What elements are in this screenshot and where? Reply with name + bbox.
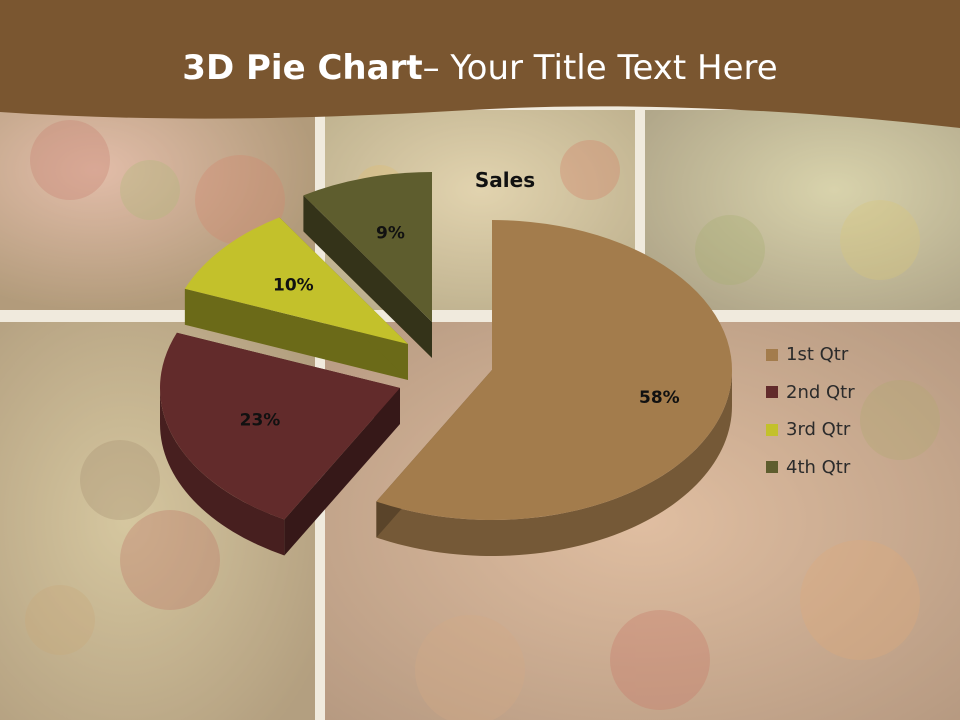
- photo-tile: [645, 110, 960, 310]
- legend-label: 3rd Qtr: [786, 419, 851, 441]
- page-title-bold: 3D Pie Chart: [182, 48, 423, 88]
- pie-slice-3: [184, 217, 408, 344]
- legend-item: 3rd Qtr: [766, 411, 855, 449]
- title-banner-shape: [0, 0, 960, 128]
- pie-slice-1: [376, 220, 732, 520]
- pie-slice-edge: [284, 388, 400, 556]
- page-title: 3D Pie Chart– Your Title Text Here: [0, 48, 960, 88]
- pie-slice-edge: [303, 195, 432, 358]
- data-label-1: 58%: [639, 388, 680, 408]
- data-label-3: 10%: [273, 276, 314, 296]
- legend-swatch: [766, 461, 778, 474]
- data-label-4: 9%: [376, 224, 405, 244]
- legend-label: 4th Qtr: [786, 456, 851, 478]
- chart-title: Sales: [474, 168, 536, 192]
- legend-label: 1st Qtr: [786, 344, 849, 366]
- legend-item: 4th Qtr: [766, 449, 855, 487]
- chart-legend: 1st Qtr 2nd Qtr 3rd Qtr 4th Qtr: [766, 336, 855, 486]
- legend-swatch: [766, 348, 778, 361]
- page-title-rest: – Your Title Text Here: [422, 48, 778, 88]
- pie-slice-side: [160, 388, 285, 556]
- legend-item: 1st Qtr: [766, 336, 855, 374]
- title-banner: [0, 0, 960, 128]
- legend-swatch: [766, 423, 778, 436]
- pie-slice-edge: [184, 288, 408, 380]
- pie-slice-2: [160, 332, 400, 520]
- legend-item: 2nd Qtr: [766, 374, 855, 412]
- pie-slice-side: [376, 370, 732, 556]
- pie-slice-4: [303, 172, 432, 322]
- legend-label: 2nd Qtr: [786, 381, 855, 403]
- legend-swatch: [766, 386, 778, 399]
- data-label-2: 23%: [240, 411, 281, 431]
